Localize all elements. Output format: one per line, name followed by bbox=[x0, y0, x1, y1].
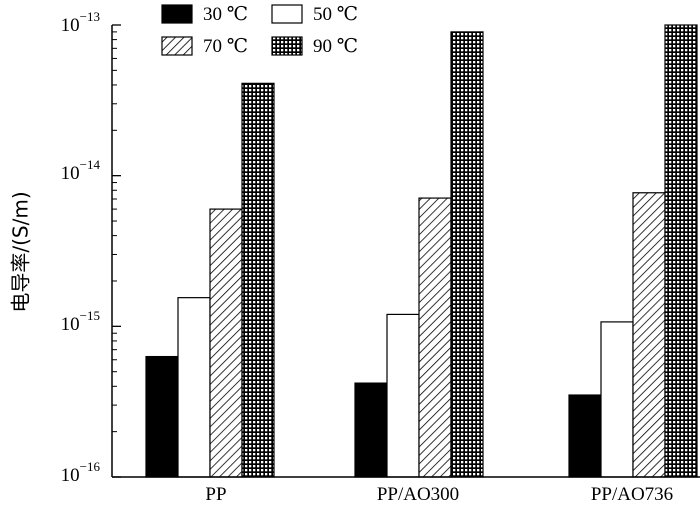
bar bbox=[450, 31, 484, 478]
bar bbox=[386, 313, 420, 478]
legend-label-90: 90 ℃ bbox=[313, 36, 358, 57]
legend: 30 ℃ 50 ℃ 70 ℃ 90 ℃ bbox=[161, 4, 358, 57]
legend-label-30: 30 ℃ bbox=[203, 4, 248, 25]
bar bbox=[418, 197, 452, 478]
bar bbox=[145, 355, 179, 478]
bar bbox=[209, 208, 243, 478]
bar bbox=[664, 24, 698, 478]
bar bbox=[177, 297, 211, 478]
bar bbox=[568, 394, 602, 478]
bar bbox=[600, 321, 634, 478]
legend-swatch-90 bbox=[271, 36, 303, 56]
legend-swatch-70 bbox=[161, 36, 193, 56]
y-tick-label: 10−14 bbox=[61, 157, 101, 184]
bar bbox=[632, 192, 666, 478]
x-tick-label-pp: PP bbox=[205, 484, 226, 505]
y-tick-label: 10−15 bbox=[61, 308, 100, 335]
y-tick-label: 10−13 bbox=[61, 9, 100, 36]
legend-label-70: 70 ℃ bbox=[203, 36, 248, 57]
svg-text:10−15: 10−15 bbox=[61, 308, 100, 335]
legend-swatch-30 bbox=[161, 4, 193, 24]
bar bbox=[241, 82, 275, 478]
legend-swatch-50 bbox=[271, 4, 303, 24]
y-axis-label: 电导率/(S/m) bbox=[9, 191, 33, 312]
x-tick-label-pp-ao300: PP/AO300 bbox=[377, 484, 459, 505]
y-ticks-group bbox=[112, 24, 121, 478]
bars-group bbox=[145, 24, 698, 478]
legend-label-50: 50 ℃ bbox=[313, 4, 358, 25]
svg-text:10−14: 10−14 bbox=[61, 157, 101, 184]
svg-text:10−16: 10−16 bbox=[61, 459, 101, 486]
svg-text:10−13: 10−13 bbox=[61, 9, 100, 36]
bar bbox=[354, 382, 388, 478]
y-tick-label: 10−16 bbox=[61, 459, 101, 486]
x-tick-label-pp-ao736: PP/AO736 bbox=[591, 484, 673, 505]
